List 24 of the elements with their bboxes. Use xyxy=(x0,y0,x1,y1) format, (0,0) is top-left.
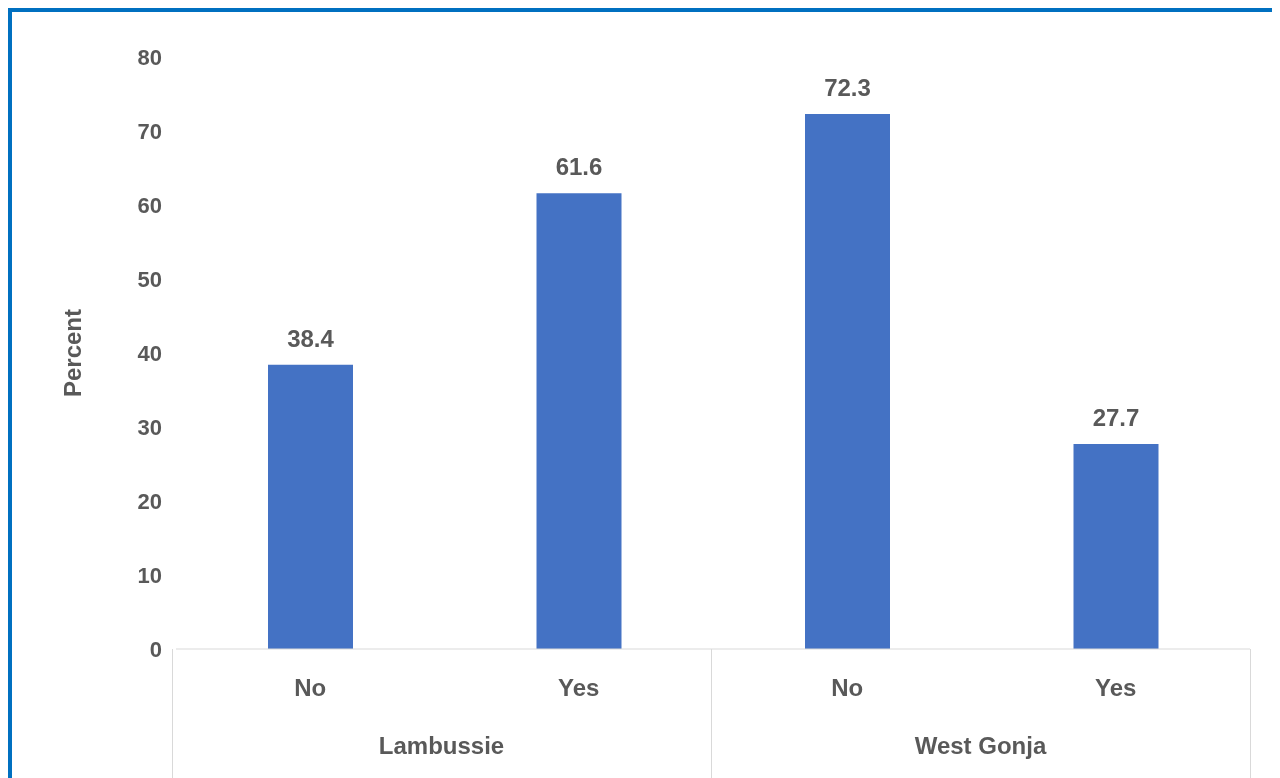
y-tick-label: 80 xyxy=(137,44,162,70)
y-tick-label: 50 xyxy=(137,266,162,292)
y-tick-label: 40 xyxy=(137,340,162,366)
text: Lambussie xyxy=(377,732,506,760)
bar xyxy=(1073,444,1159,649)
data-label: 61.6 xyxy=(555,153,603,181)
x-tick-label: No xyxy=(831,674,864,702)
y-tick-label: 60 xyxy=(137,192,162,218)
data-label: 38.4 xyxy=(287,324,335,352)
text: West Gonja xyxy=(913,732,1048,760)
bar xyxy=(536,193,622,649)
y-tick-label: 0 xyxy=(149,636,162,662)
y-tick-label: 10 xyxy=(137,562,162,588)
y-tick-label: 20 xyxy=(137,488,162,514)
x-tick-label: Yes xyxy=(1095,674,1137,702)
bar xyxy=(268,364,353,649)
x-tick-label: Yes xyxy=(558,674,600,702)
y-axis-title: Percent xyxy=(58,308,86,398)
bar xyxy=(805,113,890,649)
data-label: 27.7 xyxy=(1092,404,1140,432)
data-label: 72.3 xyxy=(824,73,871,101)
y-tick-label: 70 xyxy=(137,118,162,144)
x-tick-label: No xyxy=(294,674,327,702)
y-tick-label: 30 xyxy=(137,414,162,440)
